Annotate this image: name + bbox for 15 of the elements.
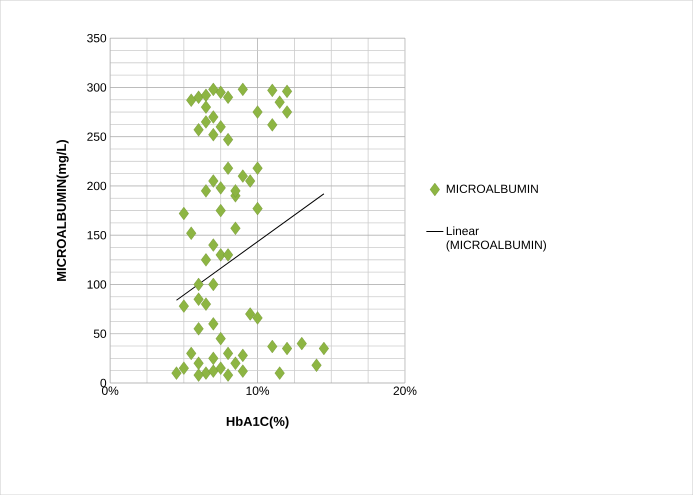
x-axis-title: HbA1C(%) <box>226 416 289 428</box>
y-tick-label: 250 <box>87 132 106 141</box>
y-tick-label: 50 <box>94 329 106 338</box>
y-tick-label: 300 <box>87 83 106 92</box>
x-tick-label: 20% <box>394 386 416 395</box>
y-tick-label: 150 <box>88 230 106 240</box>
x-tick-label: 10% <box>246 386 270 395</box>
legend-label: MICROALBUMIN <box>446 184 538 193</box>
y-axis-title: MICROALBUMIN(mg/L) <box>56 140 69 281</box>
y-tick-label: 100 <box>88 280 106 289</box>
x-tick-label: 0% <box>102 386 118 395</box>
y-tick-label: 350 <box>87 34 106 42</box>
legend-label: Linear (MICROALBUMIN) <box>446 226 546 252</box>
y-tick-label: 0 <box>100 378 106 388</box>
y-tick-label: 200 <box>87 182 106 190</box>
